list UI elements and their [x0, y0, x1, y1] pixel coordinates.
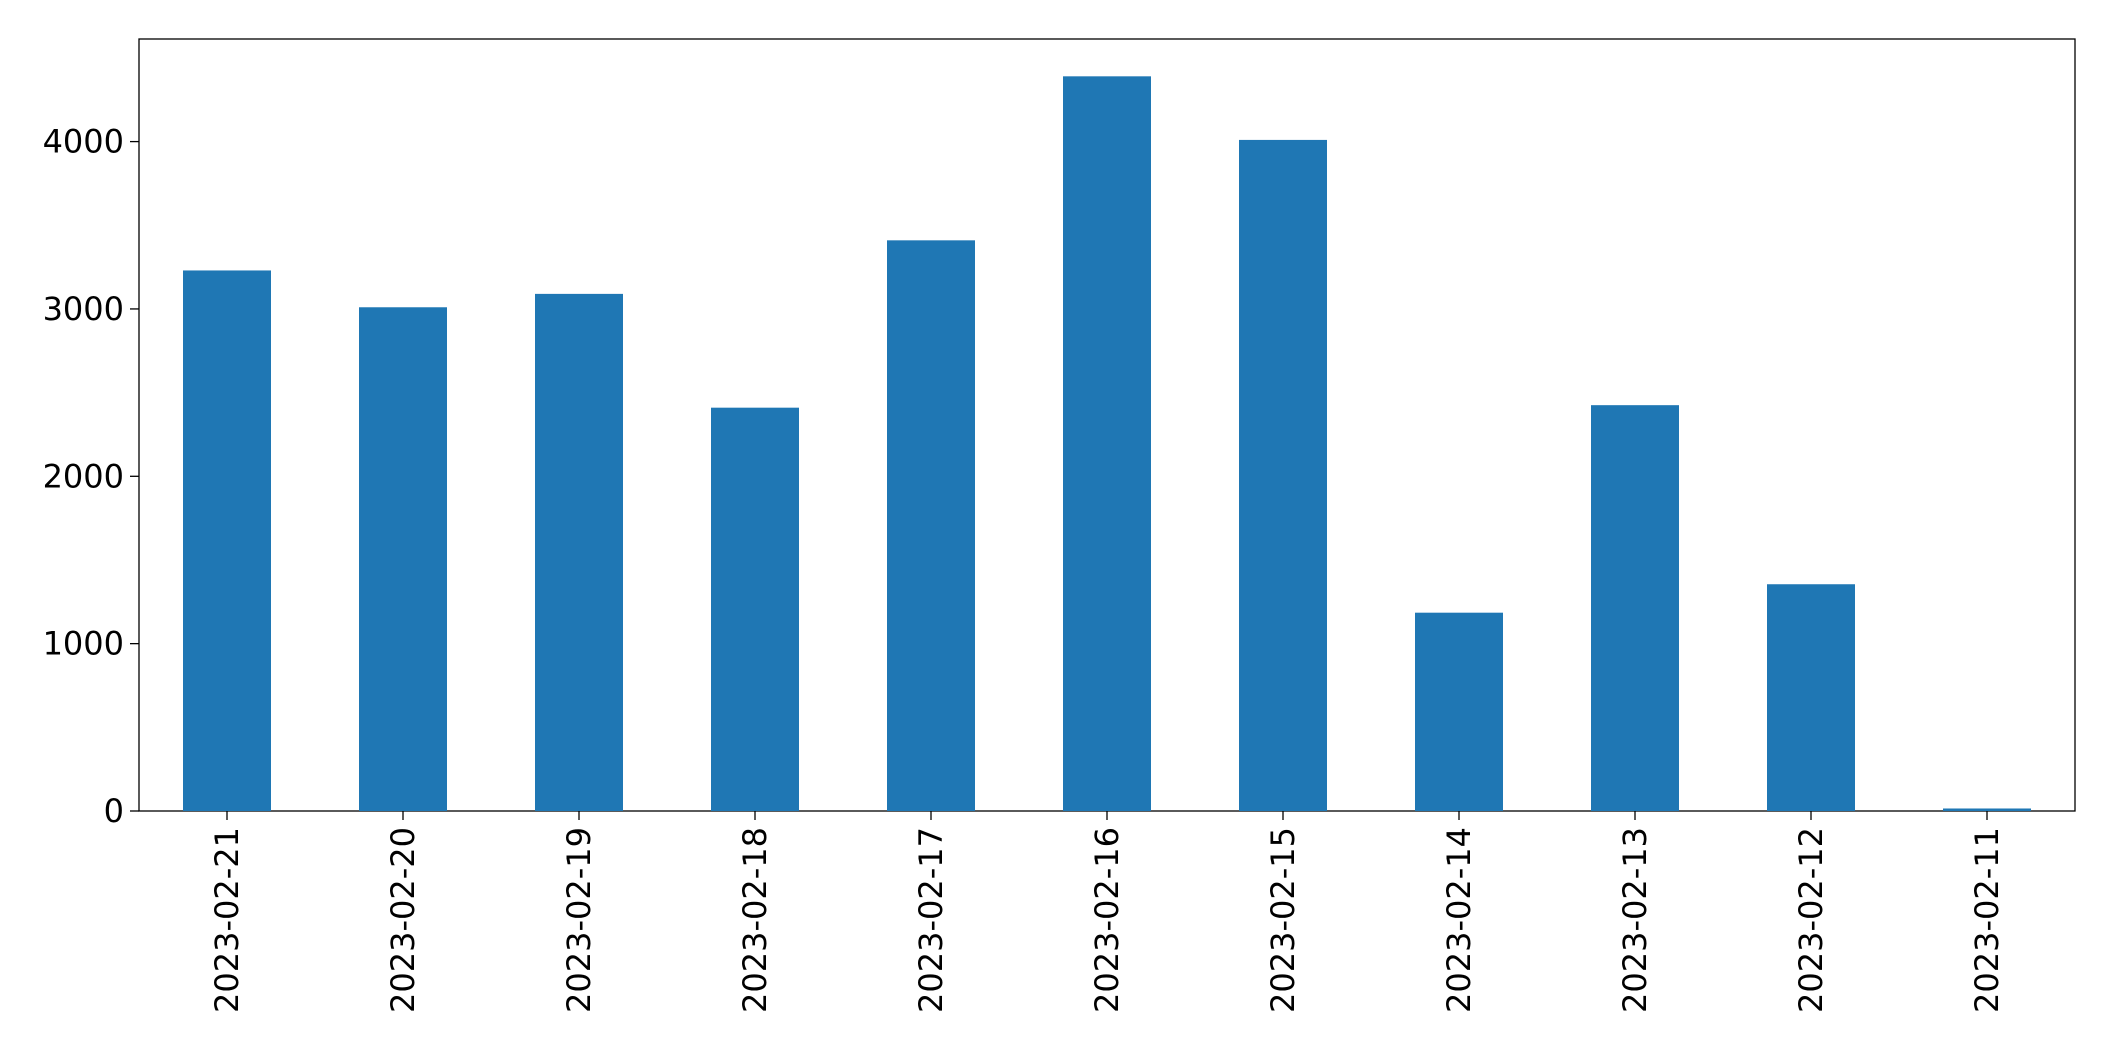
x-tick-label: 2023-02-16	[1088, 827, 1126, 1013]
y-tick-label: 0	[104, 792, 124, 830]
bar	[1415, 612, 1503, 811]
bar	[535, 293, 623, 812]
bar	[1943, 808, 2031, 811]
x-tick-label: 2023-02-12	[1792, 827, 1830, 1013]
bar	[1767, 584, 1855, 811]
x-tick-label: 2023-02-15	[1264, 827, 1302, 1013]
bar	[183, 270, 271, 812]
bar	[1591, 405, 1679, 811]
bar	[887, 240, 975, 812]
x-tick-label: 2023-02-11	[1968, 827, 2006, 1013]
bar	[1063, 76, 1151, 811]
x-tick-label: 2023-02-13	[1616, 827, 1654, 1013]
x-tick-label: 2023-02-19	[560, 827, 598, 1013]
x-tick-label: 2023-02-14	[1440, 827, 1478, 1013]
y-tick-label: 2000	[43, 457, 124, 495]
x-tick-label: 2023-02-21	[208, 827, 246, 1013]
bar	[711, 407, 799, 811]
x-tick-label: 2023-02-18	[736, 827, 774, 1013]
x-tick-label: 2023-02-20	[384, 827, 422, 1013]
bar	[1239, 139, 1327, 811]
y-tick-label: 4000	[43, 123, 124, 161]
y-tick-label: 3000	[43, 290, 124, 328]
bar	[359, 307, 447, 811]
x-tick-label: 2023-02-17	[912, 827, 950, 1013]
y-tick-label: 1000	[43, 625, 124, 663]
